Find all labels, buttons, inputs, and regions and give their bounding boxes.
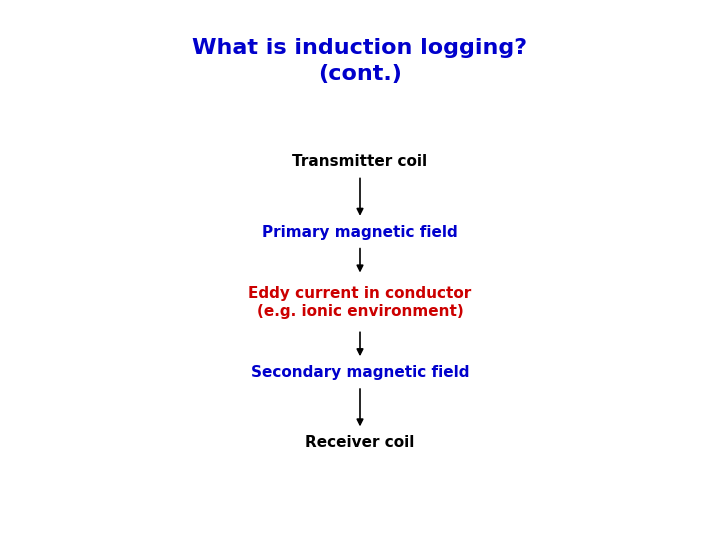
Text: Transmitter coil: Transmitter coil <box>292 154 428 170</box>
Text: Primary magnetic field: Primary magnetic field <box>262 225 458 240</box>
Text: Secondary magnetic field: Secondary magnetic field <box>251 365 469 380</box>
Text: Eddy current in conductor
(e.g. ionic environment): Eddy current in conductor (e.g. ionic en… <box>248 286 472 319</box>
Text: Receiver coil: Receiver coil <box>305 435 415 450</box>
Text: What is induction logging?
(cont.): What is induction logging? (cont.) <box>192 38 528 84</box>
